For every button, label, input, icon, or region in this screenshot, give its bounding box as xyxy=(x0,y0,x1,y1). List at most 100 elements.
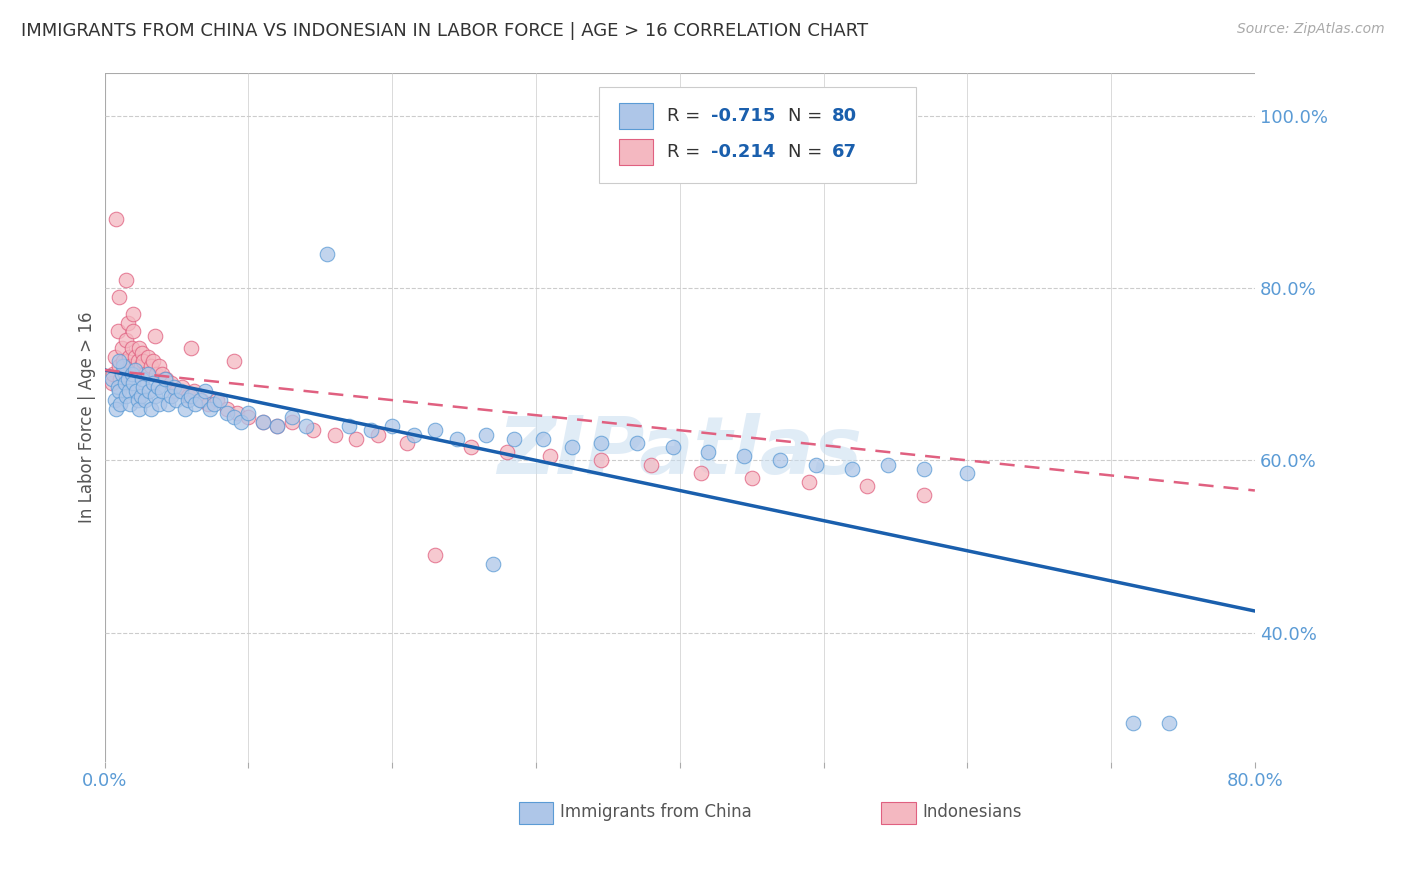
Point xyxy=(425,548,447,562)
Point xyxy=(177,389,200,403)
Point xyxy=(589,453,612,467)
Point xyxy=(194,384,217,399)
Point xyxy=(184,397,207,411)
Point xyxy=(139,401,162,416)
Point xyxy=(172,380,194,394)
Point xyxy=(302,423,325,437)
Point xyxy=(222,410,245,425)
Point xyxy=(129,359,152,373)
Point xyxy=(159,376,181,390)
Point xyxy=(538,449,561,463)
Point xyxy=(769,453,792,467)
Point xyxy=(142,354,165,368)
Text: 80: 80 xyxy=(831,107,856,126)
Point xyxy=(139,359,162,373)
Point xyxy=(110,397,132,411)
Point xyxy=(198,401,221,416)
Point xyxy=(105,401,128,416)
Point xyxy=(122,307,145,321)
Point xyxy=(503,432,526,446)
Point xyxy=(166,384,188,399)
Point xyxy=(145,368,167,382)
Text: Indonesians: Indonesians xyxy=(922,803,1022,821)
Point xyxy=(114,368,136,382)
Point xyxy=(360,423,382,437)
Point xyxy=(134,393,156,408)
Point xyxy=(215,401,238,416)
Point xyxy=(425,423,447,437)
Point xyxy=(124,363,146,377)
FancyBboxPatch shape xyxy=(599,87,915,183)
Point xyxy=(128,401,150,416)
Point xyxy=(146,380,169,394)
Point xyxy=(105,212,128,227)
Point xyxy=(107,324,129,338)
Point xyxy=(697,444,720,458)
Point xyxy=(131,345,153,359)
Point xyxy=(460,441,482,455)
Point xyxy=(202,397,225,411)
Point xyxy=(131,371,153,385)
Text: R =: R = xyxy=(666,107,706,126)
Point xyxy=(266,419,288,434)
Point xyxy=(1157,715,1180,730)
Point xyxy=(197,397,219,411)
Point xyxy=(138,384,160,399)
Text: -0.715: -0.715 xyxy=(711,107,775,126)
Point xyxy=(111,342,134,356)
Point xyxy=(108,354,131,368)
Point xyxy=(104,350,127,364)
Point xyxy=(170,384,193,399)
Point xyxy=(101,371,124,385)
Point xyxy=(128,342,150,356)
Text: N =: N = xyxy=(787,144,828,161)
Point xyxy=(841,462,863,476)
Point xyxy=(125,368,148,382)
Point xyxy=(316,246,339,260)
Point xyxy=(115,389,138,403)
Point xyxy=(183,384,205,399)
Point xyxy=(446,432,468,446)
Point xyxy=(103,368,125,382)
Point xyxy=(381,419,404,434)
Point xyxy=(112,354,135,368)
Point xyxy=(205,393,228,408)
Point xyxy=(690,467,713,481)
Point xyxy=(101,376,124,390)
Point xyxy=(162,380,184,394)
Point xyxy=(1122,715,1144,730)
Point xyxy=(912,462,935,476)
Point xyxy=(115,333,138,347)
Point xyxy=(797,475,820,489)
Point xyxy=(108,359,131,373)
Point xyxy=(474,427,496,442)
Point xyxy=(143,389,166,403)
Point xyxy=(129,389,152,403)
Point xyxy=(180,389,202,403)
Text: R =: R = xyxy=(666,144,706,161)
Point xyxy=(104,393,127,408)
FancyBboxPatch shape xyxy=(519,802,553,823)
Point xyxy=(215,406,238,420)
Point xyxy=(117,371,139,385)
Point xyxy=(877,458,900,472)
Point xyxy=(252,415,274,429)
Point xyxy=(142,376,165,390)
Point xyxy=(124,350,146,364)
Point xyxy=(108,384,131,399)
Point xyxy=(482,557,505,571)
Point xyxy=(115,272,138,286)
Point xyxy=(190,393,212,408)
Text: Source: ZipAtlas.com: Source: ZipAtlas.com xyxy=(1237,22,1385,37)
Point xyxy=(640,458,662,472)
Point xyxy=(188,393,211,408)
Point xyxy=(589,436,612,450)
Point xyxy=(148,359,170,373)
Point xyxy=(626,436,648,450)
Point xyxy=(367,427,389,442)
Point xyxy=(344,432,367,446)
Point xyxy=(180,342,202,356)
Text: -0.214: -0.214 xyxy=(711,144,775,161)
Point xyxy=(121,368,143,382)
Point xyxy=(238,406,260,420)
